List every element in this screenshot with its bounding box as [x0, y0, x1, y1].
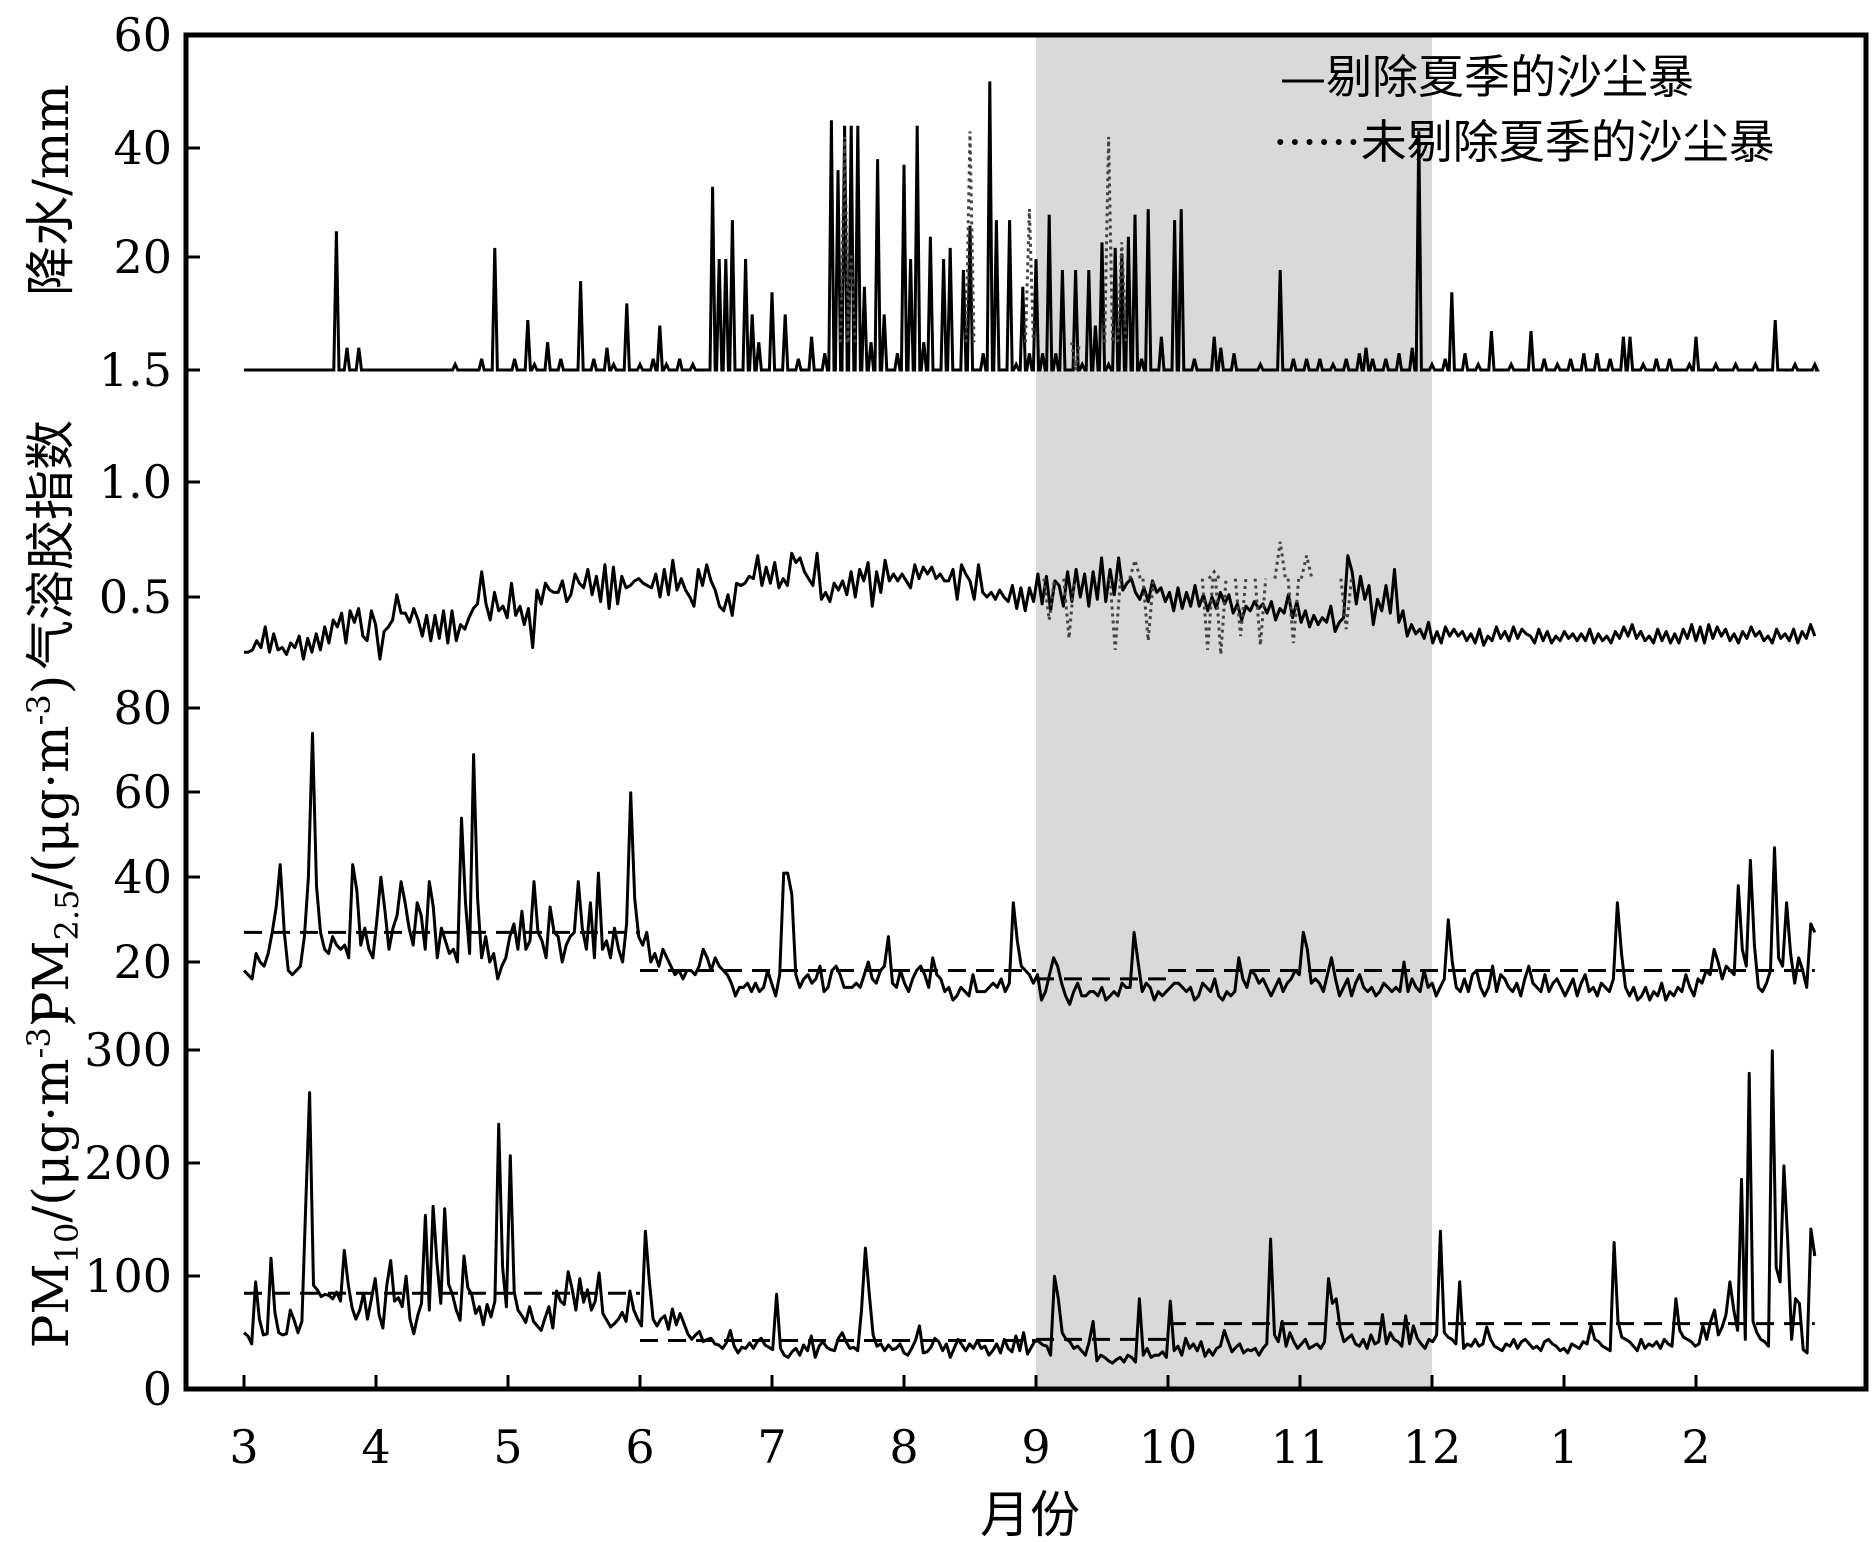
y-tick-label-pm10-1: 200 [84, 1136, 172, 1190]
x-ticks: 3 4 5 6 7 8 9 10 11 12 1 2 [229, 1375, 1711, 1474]
series-solid-pm10 [243, 1049, 1817, 1365]
ylabel-pm25-unit: /(μg·m [22, 725, 80, 889]
x-tick-label-12: 12 [1403, 1420, 1462, 1474]
series-dotted-precip-5 [1103, 136, 1115, 343]
series-dotted-aerosol-10 [1273, 541, 1287, 579]
series-solid-pm25 [242, 731, 1817, 1006]
series-dotted-aerosol-8 [1233, 578, 1248, 637]
ylabel-pm10-unit: /(μg·m [22, 1058, 80, 1222]
ylabel-aerosol: 气溶胶指数 [22, 420, 80, 670]
series-dotted-aerosol-11 [1286, 578, 1301, 644]
ylabel-pm25-sub: 2.5 [48, 890, 86, 941]
y-tick-label-pm25-0: 80 [113, 681, 172, 735]
series-dotted-precip-4 [1070, 342, 1082, 371]
y-tick-label-aerosol-0: 1.0 [99, 455, 172, 509]
y-tick-label-pm10-2: 100 [84, 1249, 172, 1303]
y-axis-titles: 降水/mm 气溶胶指数 PM2.5/(μg·m-3) PM10/(μg·m-3) [20, 84, 86, 1348]
x-tick-label-10: 10 [1139, 1420, 1198, 1474]
ylabel-pm10-sup: -3 [20, 1027, 58, 1058]
series-dotted-precip-6 [1116, 242, 1128, 343]
series-dotted-precip-0 [839, 136, 851, 343]
summer-shaded-region [1036, 35, 1432, 1389]
ylabel-pm25-sup: -3 [20, 694, 58, 725]
y-tick-label-precip-2: 20 [113, 230, 172, 284]
series-dotted-aerosol-6 [1207, 569, 1221, 580]
series-dotted-aerosol-1 [1062, 578, 1076, 639]
legend-entry-solid: —剔除夏季的沙尘暴 [1280, 50, 1694, 104]
series-layer [242, 81, 1820, 1365]
ylabel-pm10-close: ) [22, 1008, 80, 1028]
series-dotted-precip-2 [964, 131, 976, 343]
x-tick-label-2: 2 [1681, 1420, 1710, 1474]
x-tick-label-9: 9 [1021, 1420, 1050, 1474]
y-tick-label-pm10-0: 300 [84, 1023, 172, 1077]
ylabel-pm10-sub: 10 [48, 1223, 86, 1264]
ylabel-precip: 降水/mm [22, 84, 80, 296]
x-axis-title: 月份 [980, 1486, 1080, 1542]
series-dotted-aerosol-9 [1253, 578, 1268, 646]
y-tick-label-pm10-3: 0 [143, 1362, 172, 1416]
x-tick-label-8: 8 [889, 1420, 918, 1474]
series-dotted-aerosol-5 [1200, 578, 1215, 651]
y-tick-label-precip-1: 40 [113, 121, 172, 175]
x-tick-label-5: 5 [493, 1420, 522, 1474]
x-tick-label-4: 4 [361, 1420, 390, 1474]
x-tick-label-7: 7 [757, 1420, 786, 1474]
series-dotted-precip-1 [845, 253, 857, 343]
y-tick-label-pm25-1: 60 [113, 765, 172, 819]
series-dotted-aerosol-2 [1108, 578, 1122, 651]
ylabel-pm25-main: PM [22, 940, 80, 1025]
series-dotted-aerosol-7 [1214, 578, 1228, 655]
legend: —剔除夏季的沙尘暴 ······未剔除夏季的沙尘暴 [1273, 50, 1775, 169]
ylabel-pm25-close: ) [22, 675, 80, 695]
series-dotted-precip-3 [1023, 209, 1035, 343]
x-tick-label-6: 6 [625, 1420, 654, 1474]
x-tick-label-3: 3 [229, 1420, 258, 1474]
ylabel-pm10: PM10/(μg·m-3) [20, 1008, 86, 1348]
plot-frame [183, 32, 1869, 1392]
series-solid-aerosol [244, 551, 1817, 661]
y-tick-label-precip-3: 1.5 [99, 343, 172, 397]
ylabel-pm25: PM2.5/(μg·m-3) [20, 675, 86, 1026]
y-tick-label-aerosol-1: 0.5 [99, 570, 172, 624]
series-solid-precip [244, 81, 1820, 372]
series-dotted-aerosol-12 [1299, 555, 1314, 579]
x-tick-label-11: 11 [1271, 1420, 1330, 1474]
series-dotted-aerosol-13 [1339, 578, 1353, 630]
y-ticks: 60 40 20 1.5 1.0 0.5 80 60 40 20 300 200 100 0 [84, 8, 200, 1416]
mean-dashed-layer [244, 930, 1815, 1343]
x-tick-label-1: 1 [1549, 1420, 1578, 1474]
y-tick-label-pm25-3: 20 [113, 935, 172, 989]
legend-entry-dotted: ······未剔除夏季的沙尘暴 [1273, 115, 1775, 169]
y-tick-label-precip-0: 60 [113, 8, 172, 62]
ylabel-pm10-main: PM [22, 1263, 80, 1348]
y-tick-label-pm25-2: 40 [113, 850, 172, 904]
